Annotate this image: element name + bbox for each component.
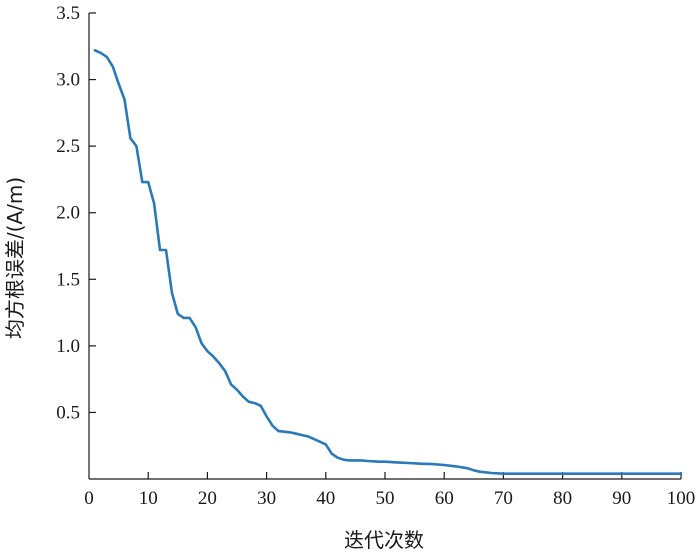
y-tick-label: 3.5 bbox=[56, 3, 80, 24]
x-tick-label: 10 bbox=[139, 488, 158, 509]
y-tick-label: 0.5 bbox=[56, 402, 80, 423]
y-tick-label: 2.5 bbox=[56, 136, 80, 157]
y-tick-label: 3.0 bbox=[56, 70, 80, 91]
x-tick-label: 60 bbox=[435, 488, 454, 509]
x-tick-label: 90 bbox=[612, 488, 631, 509]
x-tick-label: 50 bbox=[376, 488, 395, 509]
x-tick-label: 30 bbox=[257, 488, 276, 509]
series-line bbox=[93, 49, 683, 475]
x-tick-label: 40 bbox=[316, 488, 335, 509]
x-tick-label: 80 bbox=[553, 488, 572, 509]
axes bbox=[88, 13, 681, 480]
x-tick-label: 0 bbox=[84, 488, 94, 509]
x-tick-label: 70 bbox=[494, 488, 513, 509]
series-group bbox=[93, 49, 683, 475]
x-tick-label: 100 bbox=[667, 488, 696, 509]
x-axis-ticks: 0 10 20 30 40 50 60 70 80 90 100 bbox=[84, 472, 695, 509]
x-axis-label: 迭代次数 bbox=[344, 528, 424, 552]
y-axis-ticks: 0.5 1.0 1.5 2.0 2.5 3.0 3.5 bbox=[56, 3, 96, 423]
y-axis-label: 均方根误差/(A/m) bbox=[3, 177, 27, 339]
y-tick-label: 1.0 bbox=[56, 336, 80, 357]
x-tick-label: 20 bbox=[198, 488, 217, 509]
y-tick-label: 1.5 bbox=[56, 269, 80, 290]
y-tick-label: 2.0 bbox=[56, 203, 80, 224]
